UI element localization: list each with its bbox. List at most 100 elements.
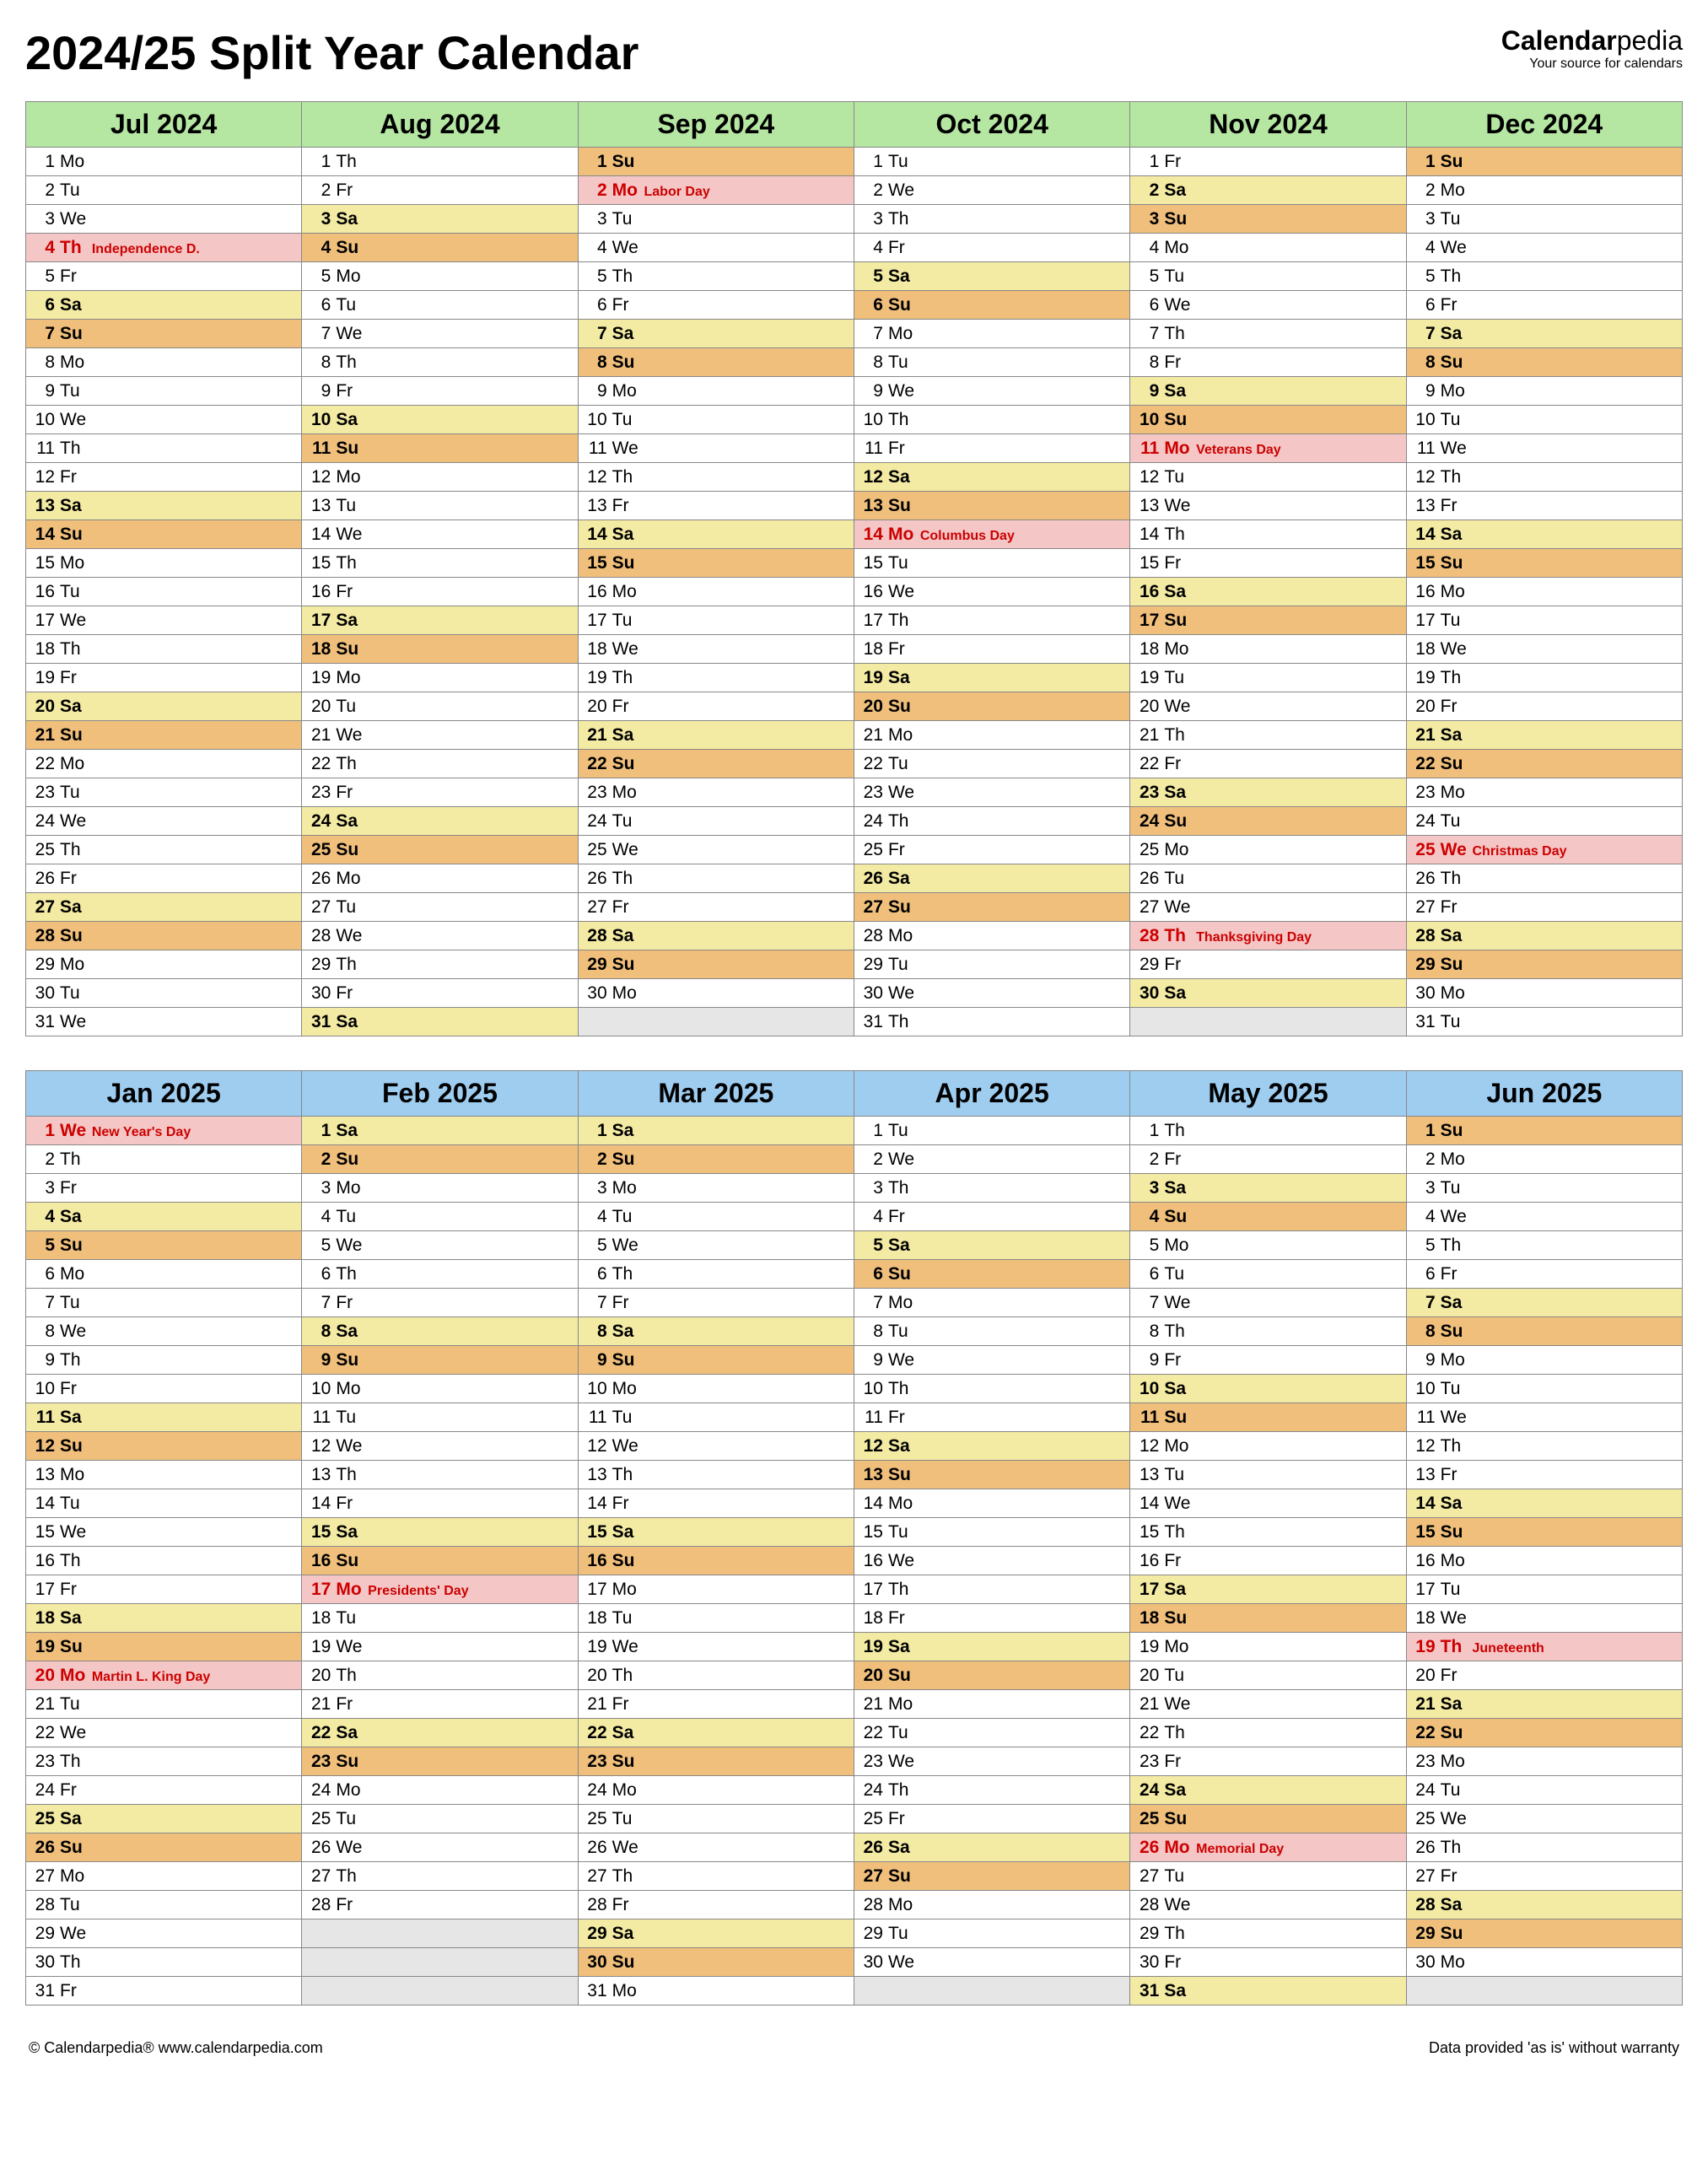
calendar-cell xyxy=(854,1977,1129,2006)
month-header: Apr 2025 xyxy=(854,1071,1129,1117)
calendar-cell: 17Fr xyxy=(26,1575,302,1604)
calendar-cell: 26Th xyxy=(1406,1833,1682,1862)
calendar-cell: 14Fr xyxy=(302,1489,578,1518)
calendar-row: 8We8Sa8Sa8Tu8Th8Su xyxy=(26,1317,1683,1346)
calendar-cell: 9Th xyxy=(26,1346,302,1375)
calendar-cell: 30Fr xyxy=(302,979,578,1008)
calendar-cell: 7Mo xyxy=(854,1289,1129,1317)
calendar-cell: 21We xyxy=(302,721,578,750)
calendar-cell: 4Th Independence D. xyxy=(26,234,302,262)
calendar-cell: 26Mo Memorial Day xyxy=(1130,1833,1406,1862)
calendar-cell: 17We xyxy=(26,606,302,635)
calendar-cell: 12Sa xyxy=(854,463,1129,492)
calendar-row: 21Tu21Fr21Fr21Mo21We21Sa xyxy=(26,1690,1683,1719)
calendar-cell: 27Tu xyxy=(1130,1862,1406,1891)
calendar-cell: 19Sa xyxy=(854,1633,1129,1661)
calendar-cell: 10Th xyxy=(854,406,1129,434)
calendar-cell: 19Su xyxy=(26,1633,302,1661)
calendar-cell: 8Mo xyxy=(26,348,302,377)
calendar-cell: 13Th xyxy=(302,1461,578,1489)
calendar-cell: 11We xyxy=(578,434,854,463)
calendar-cell: 25Th xyxy=(26,836,302,864)
calendar-cell: 20Su xyxy=(854,692,1129,721)
calendar-cell: 23Mo xyxy=(1406,778,1682,807)
calendar-row: 1We New Year's Day1Sa1Sa1Tu1Th1Su xyxy=(26,1117,1683,1145)
calendar-cell: 3Sa xyxy=(302,205,578,234)
calendar-cell: 27Mo xyxy=(26,1862,302,1891)
calendar-row: 10Fr10Mo10Mo10Th10Sa10Tu xyxy=(26,1375,1683,1403)
calendar-cell: 29Su xyxy=(1406,950,1682,979)
calendar-cell: 21Sa xyxy=(1406,1690,1682,1719)
calendar-cell: 15Sa xyxy=(578,1518,854,1547)
calendar-cell: 5Fr xyxy=(26,262,302,291)
calendar-cell: 11We xyxy=(1406,1403,1682,1432)
calendar-cell: 10Sa xyxy=(302,406,578,434)
calendar-cell: 17Sa xyxy=(1130,1575,1406,1604)
calendar-cell: 18We xyxy=(1406,1604,1682,1633)
calendar-cell: 13Tu xyxy=(302,492,578,520)
calendar-cell: 15Su xyxy=(1406,1518,1682,1547)
month-header: Jul 2024 xyxy=(26,102,302,148)
calendar-cell: 2We xyxy=(854,176,1129,205)
calendar-cell: 8Su xyxy=(1406,348,1682,377)
calendar-cell: 30Mo xyxy=(578,979,854,1008)
calendar-cell: 12We xyxy=(578,1432,854,1461)
calendar-cell: 9Mo xyxy=(1406,1346,1682,1375)
calendar-cell: 14Tu xyxy=(26,1489,302,1518)
calendar-cell: 22Th xyxy=(1130,1719,1406,1747)
calendar-cell: 5We xyxy=(302,1231,578,1260)
calendar-cell: 11Sa xyxy=(26,1403,302,1432)
calendar-cell: 4Tu xyxy=(578,1203,854,1231)
calendar-cell: 31Tu xyxy=(1406,1008,1682,1036)
calendar-cell: 1Th xyxy=(302,148,578,176)
month-header: Mar 2025 xyxy=(578,1071,854,1117)
calendar-cell: 16Mo xyxy=(1406,578,1682,606)
calendar-cell: 28Sa xyxy=(1406,922,1682,950)
month-header: Jun 2025 xyxy=(1406,1071,1682,1117)
calendar-cell: 29Sa xyxy=(578,1919,854,1948)
calendar-cell: 10Sa xyxy=(1130,1375,1406,1403)
calendar-cell: 16Mo xyxy=(1406,1547,1682,1575)
calendar-cell: 25We xyxy=(1406,1805,1682,1833)
calendar-cell: 4Fr xyxy=(854,1203,1129,1231)
calendar-cell: 3Th xyxy=(854,1174,1129,1203)
calendar-cell: 8We xyxy=(26,1317,302,1346)
calendar-cell: 14Su xyxy=(26,520,302,549)
calendar-cell: 17Th xyxy=(854,606,1129,635)
calendar-row: 29Mo29Th29Su29Tu29Fr29Su xyxy=(26,950,1683,979)
calendar-cell: 6Fr xyxy=(578,291,854,320)
calendar-cell: 29Th xyxy=(1130,1919,1406,1948)
calendar-cell: 2Mo xyxy=(1406,176,1682,205)
calendar-cell: 10Tu xyxy=(1406,406,1682,434)
calendar-cell: 26Th xyxy=(578,864,854,893)
month-header: Oct 2024 xyxy=(854,102,1129,148)
calendar-cell: 1Mo xyxy=(26,148,302,176)
calendar-cell: 24Sa xyxy=(1130,1776,1406,1805)
calendar-cell: 5Mo xyxy=(1130,1231,1406,1260)
calendar-cell: 28Th Thanksgiving Day xyxy=(1130,922,1406,950)
calendar-row: 19Fr19Mo19Th19Sa19Tu19Th xyxy=(26,664,1683,692)
calendar-cell: 21Fr xyxy=(302,1690,578,1719)
calendar-row: 16Th16Su16Su16We16Fr16Mo xyxy=(26,1547,1683,1575)
calendar-cell: 8Sa xyxy=(302,1317,578,1346)
calendar-row: 12Su12We12We12Sa12Mo12Th xyxy=(26,1432,1683,1461)
calendar-cell: 24We xyxy=(26,807,302,836)
calendar-cell: 11Fr xyxy=(854,1403,1129,1432)
calendar-cell: 7Tu xyxy=(26,1289,302,1317)
calendar-cell: 11Su xyxy=(1130,1403,1406,1432)
calendar-cell: 16Fr xyxy=(302,578,578,606)
calendar-cell: 19Th xyxy=(1406,664,1682,692)
calendar-cell: 16Tu xyxy=(26,578,302,606)
calendar-cell: 20Th xyxy=(578,1661,854,1690)
calendar-cell: 5We xyxy=(578,1231,854,1260)
calendar-cell: 23Sa xyxy=(1130,778,1406,807)
calendar-cell: 9Fr xyxy=(1130,1346,1406,1375)
calendar-cell: 20Th xyxy=(302,1661,578,1690)
calendar-cell: 19Tu xyxy=(1130,664,1406,692)
calendar-row: 11Sa11Tu11Tu11Fr11Su11We xyxy=(26,1403,1683,1432)
calendar-cell: 25Fr xyxy=(854,1805,1129,1833)
calendar-cell: 13Fr xyxy=(1406,492,1682,520)
calendar-cell: 10We xyxy=(26,406,302,434)
calendar-cell: 17Tu xyxy=(1406,606,1682,635)
calendar-row: 23Th23Su23Su23We23Fr23Mo xyxy=(26,1747,1683,1776)
